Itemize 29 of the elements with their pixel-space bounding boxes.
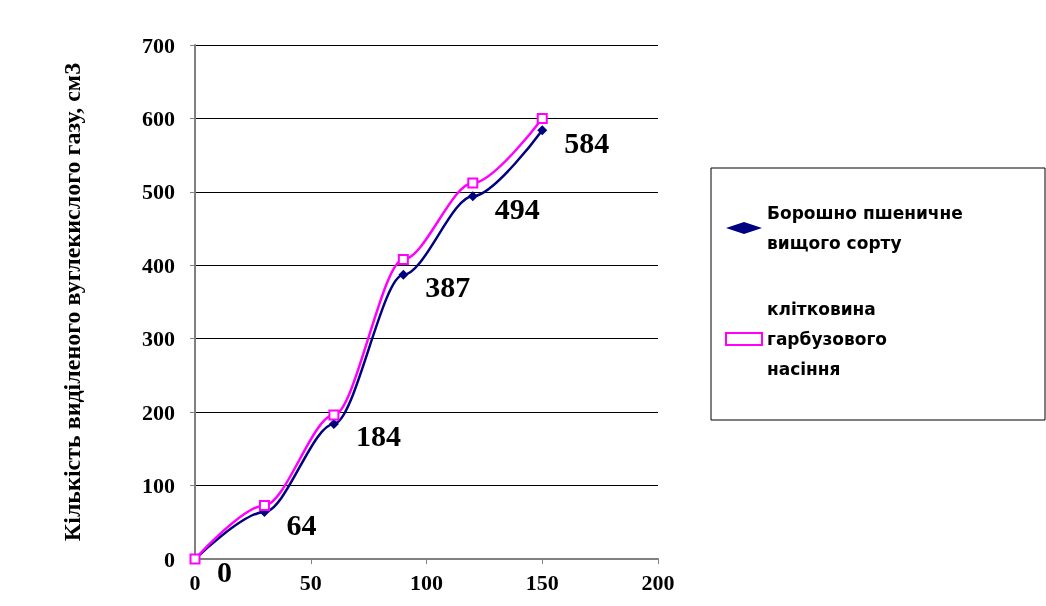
legend-label: клітковина гарбузового насіння — [767, 299, 893, 379]
point — [467, 177, 479, 189]
point — [536, 112, 548, 124]
point — [398, 269, 409, 280]
y-tick-label: 300 — [142, 326, 175, 352]
data-label: 184 — [355, 419, 401, 453]
data-label: 387 — [425, 270, 471, 304]
y-tick-label: 0 — [164, 546, 175, 572]
data-label: 494 — [494, 191, 540, 225]
x-tick-label: 150 — [525, 569, 559, 595]
point — [328, 409, 340, 421]
y-axis-title: Кількість виділеного вуглекислого газу, см3 — [59, 62, 85, 542]
point — [397, 253, 409, 265]
x-tick-label: 200 — [641, 569, 675, 595]
y-tick-label: 500 — [142, 179, 175, 205]
x-tick-label: 0 — [189, 569, 201, 595]
legend-label: Борошно пшеничне вищого сорту — [767, 203, 969, 253]
data-label: 64 — [286, 507, 317, 541]
x-tick-label: 100 — [410, 569, 443, 595]
y-tick-label: 600 — [142, 105, 175, 131]
x-tick-label: 50 — [299, 569, 322, 595]
point — [258, 499, 270, 511]
y-tick-label: 400 — [142, 252, 175, 278]
data-label: 584 — [564, 125, 610, 159]
point — [537, 125, 548, 136]
point — [467, 191, 478, 202]
y-tick-label: 100 — [142, 473, 175, 499]
y-tick-label: 200 — [142, 399, 175, 425]
y-tick-label: 700 — [142, 32, 175, 58]
